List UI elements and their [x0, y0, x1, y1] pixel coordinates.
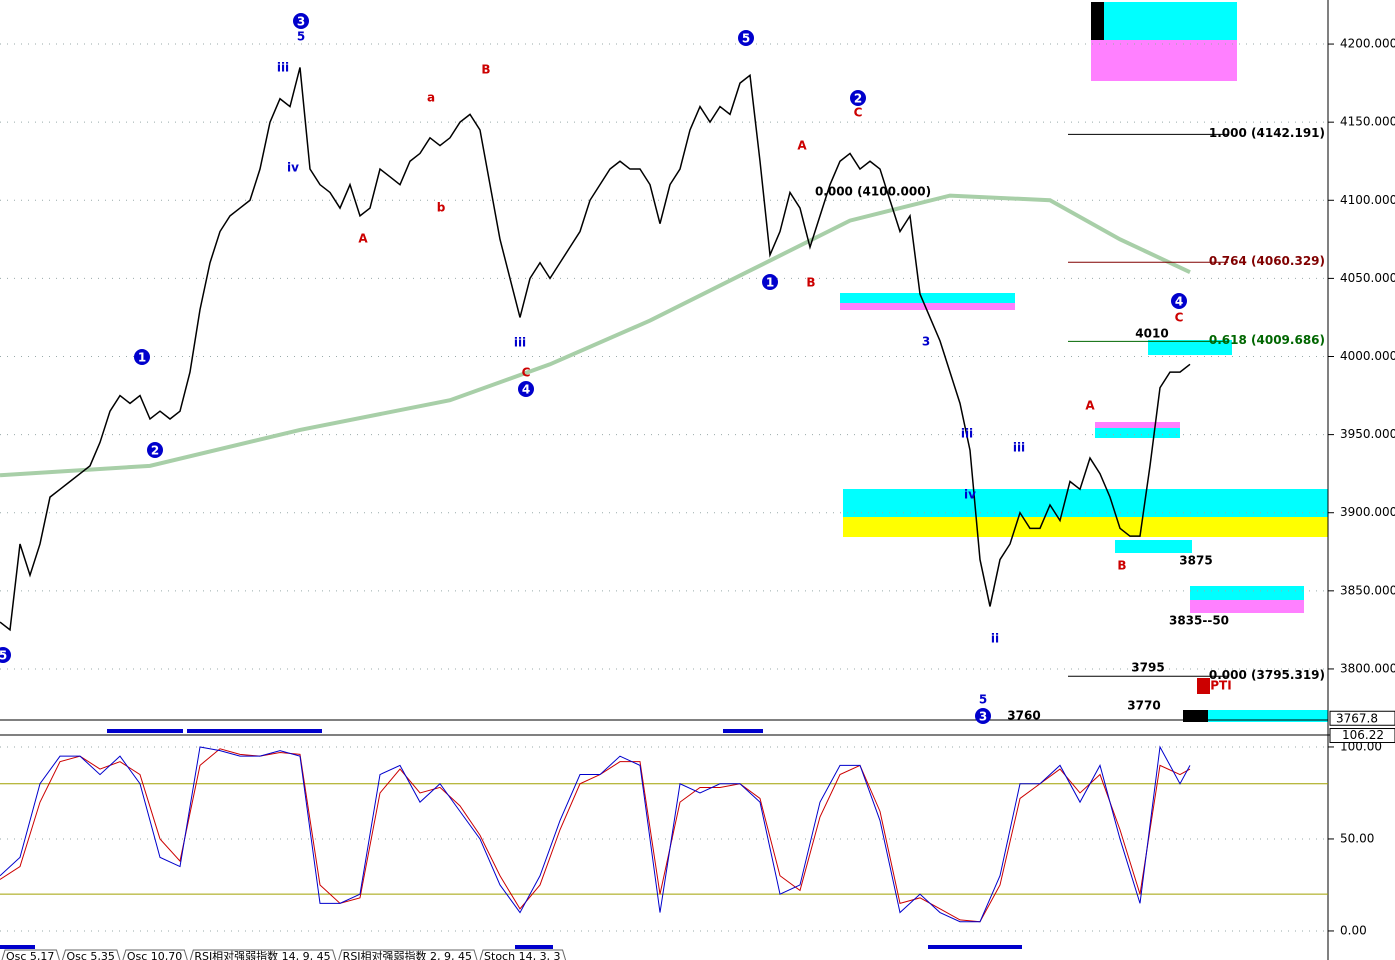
- wave-label: 5: [297, 30, 305, 44]
- wave-label: 3835--50: [1169, 614, 1229, 628]
- fib-label: 0.764 (4060.329): [1209, 254, 1325, 268]
- wave-label: A: [1085, 399, 1095, 413]
- y-tick-label: 4100.000: [1340, 193, 1395, 207]
- wave-label: B: [481, 63, 490, 77]
- wave-label: A: [797, 139, 807, 153]
- wave-marker: [762, 274, 778, 290]
- tab-outline: [338, 949, 478, 960]
- top-label-box: [1329, 728, 1395, 744]
- wave-label: ii: [991, 632, 999, 646]
- y-tick-label: 4150.000: [1340, 115, 1395, 129]
- wave-label: iii: [961, 427, 973, 441]
- wave-label: 0.000 (4100.000): [815, 185, 931, 199]
- wave-label: 4: [522, 383, 530, 397]
- indicator-tab: RSI相对强弱指数 2, 9, 45: [343, 949, 472, 960]
- y-tick-label: 3900.000: [1340, 505, 1395, 519]
- wave-marker: [518, 381, 534, 397]
- fib-label: 1.000 (4142.191): [1209, 126, 1325, 140]
- wave-label: 1: [138, 351, 146, 365]
- wave-label: iv: [964, 488, 976, 502]
- wave-label: 5: [979, 693, 987, 707]
- wave-label: 3795: [1131, 661, 1164, 675]
- y-tick-label: 4050.000: [1340, 271, 1395, 285]
- wave-label: 4: [1175, 295, 1183, 309]
- wave-label: C: [1175, 311, 1184, 325]
- y-tick-label: 3850.000: [1340, 583, 1395, 597]
- wave-label: 1: [766, 276, 774, 290]
- indicator-tab: Stoch 14, 3, 3: [484, 950, 561, 960]
- wave-label: 5: [0, 649, 7, 663]
- wave-label: 3760: [1007, 709, 1040, 723]
- oscillator-top-label: 106.22: [1342, 728, 1384, 742]
- wave-label: b: [437, 201, 446, 215]
- y-tick-label: 0.00: [1340, 923, 1367, 937]
- y-tick-label: 50.00: [1340, 831, 1374, 845]
- wave-label: B: [806, 276, 815, 290]
- wave-marker: [0, 647, 11, 663]
- wave-label: iii: [1013, 441, 1025, 455]
- wave-marker: [850, 90, 866, 106]
- wave-marker: [134, 349, 150, 365]
- wave-label: 2: [151, 444, 159, 458]
- y-tick-label: 3950.000: [1340, 427, 1395, 441]
- zones: [0, 2, 1328, 949]
- last-price-box: [1329, 710, 1395, 726]
- wave-label: PTI: [1210, 679, 1231, 693]
- fib-label: 0.000 (3795.319): [1209, 668, 1325, 682]
- indicator-tab: RSI相对强弱指数 14, 9, 45: [194, 949, 330, 960]
- wave-marker: [738, 30, 754, 46]
- wave-label: 3: [979, 710, 987, 724]
- wave-label: a: [427, 91, 435, 105]
- wave-label: 3770: [1127, 699, 1160, 713]
- fib-label: 0.618 (4009.686): [1209, 333, 1325, 347]
- last-price: 3767.8: [1336, 712, 1378, 726]
- y-tick-label: 3800.000: [1340, 661, 1395, 675]
- wave-label: 2: [854, 92, 862, 106]
- wave-label: iii: [277, 61, 289, 75]
- pti-badge: [1197, 678, 1210, 694]
- wave-label: 5: [742, 32, 750, 46]
- price-line: [0, 67, 1191, 632]
- wave-label: 4010: [1135, 327, 1168, 341]
- indicator-tab: Osc 10,70: [127, 950, 182, 960]
- wave-label: 3875: [1179, 554, 1212, 568]
- wave-marker: [147, 442, 163, 458]
- wave-label: iv: [287, 161, 299, 175]
- wave-label: 3: [922, 335, 930, 349]
- y-tick-label: 4000.000: [1340, 349, 1395, 363]
- tab-outline: [479, 949, 567, 960]
- wave-marker: [1171, 293, 1187, 309]
- tab-outline: [189, 949, 337, 960]
- tab-outline: [61, 949, 121, 960]
- wave-marker: [293, 13, 309, 29]
- y-tick-label: 4200.000: [1340, 37, 1395, 51]
- tab-outline: [122, 949, 188, 960]
- indicator-tab: Osc 5,35: [66, 950, 114, 960]
- indicator-tab: Osc 5,17: [6, 950, 54, 960]
- wave-label: iii: [514, 336, 526, 350]
- wave-label: C: [854, 106, 863, 120]
- wave-label: 3: [297, 15, 305, 29]
- wave-marker: [975, 708, 991, 724]
- moving-average: [0, 193, 1191, 478]
- tab-outline: [1, 949, 60, 960]
- wave-label: B: [1117, 559, 1126, 573]
- wave-label: C: [522, 366, 531, 380]
- wave-label: A: [358, 232, 368, 246]
- oscillator-line: [0, 745, 1191, 923]
